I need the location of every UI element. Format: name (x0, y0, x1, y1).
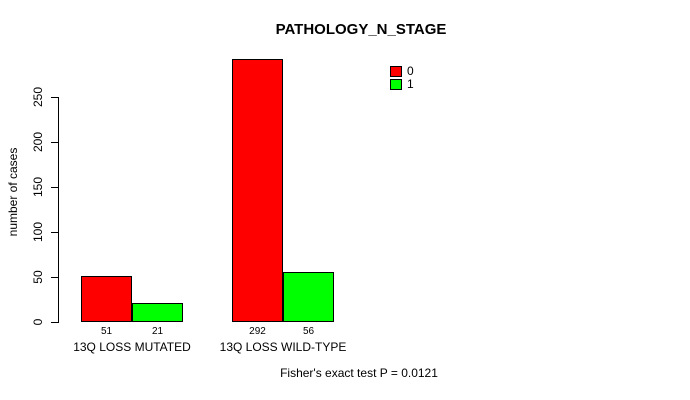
legend-entry-label: 1 (407, 77, 414, 91)
legend-swatch-icon (390, 79, 402, 90)
y-axis-tick-label: 0 (31, 318, 45, 326)
y-axis-line (58, 97, 59, 323)
legend-swatch-icon (390, 66, 402, 77)
bar-value-label: 292 (249, 326, 266, 337)
bar-13q-loss-wild-type-series-1 (283, 272, 334, 322)
y-axis-tick-label: 250 (31, 86, 45, 108)
legend-entry: 1 (390, 78, 414, 91)
legend-entry-label: 0 (407, 64, 414, 78)
y-axis-tick-label: 100 (31, 221, 45, 243)
bar-value-label: 56 (302, 326, 315, 337)
legend-entry: 0 (390, 65, 414, 78)
chart-title: PATHOLOGY_N_STAGE (275, 21, 447, 38)
bar-13q-loss-mutated-series-0 (81, 276, 132, 322)
y-axis-tick (51, 187, 58, 188)
bar-value-label: 21 (151, 326, 164, 337)
bar-13q-loss-wild-type-series-0 (232, 59, 283, 322)
y-axis-tick (51, 322, 58, 323)
y-axis-tick (51, 97, 58, 98)
category-label: 13Q LOSS MUTATED (73, 340, 191, 354)
annotation-text: Fisher's exact test P = 0.0121 (280, 366, 438, 380)
y-axis-tick-label: 50 (31, 270, 45, 284)
bar-13q-loss-mutated-series-1 (132, 303, 183, 322)
y-axis-tick (51, 232, 58, 233)
y-axis-label: number of cases (6, 147, 20, 237)
category-label: 13Q LOSS WILD-TYPE (219, 340, 347, 354)
y-axis-tick-label: 150 (31, 176, 45, 198)
y-axis-tick (51, 142, 58, 143)
y-axis-tick (51, 277, 58, 278)
y-axis-tick-label: 200 (31, 131, 45, 153)
bar-value-label: 51 (100, 326, 113, 337)
